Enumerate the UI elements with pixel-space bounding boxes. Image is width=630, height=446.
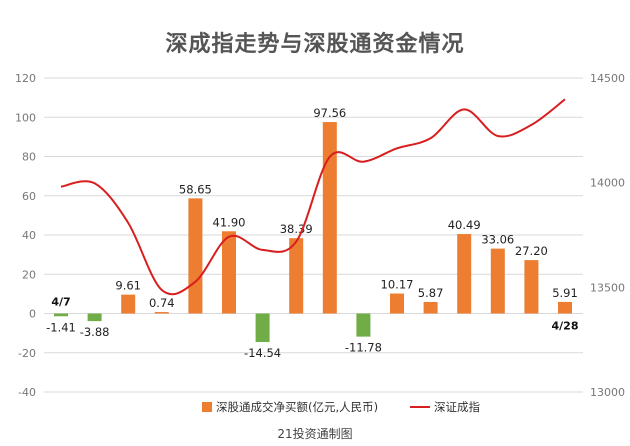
data-label: -1.41 (46, 320, 76, 334)
first-date-label: 4/7 (51, 296, 70, 309)
bar (222, 231, 236, 314)
left-axis-tick: 40 (22, 229, 36, 242)
left-axis-tick: -20 (18, 347, 36, 360)
bar (558, 301, 572, 314)
bar (423, 301, 438, 314)
bar (524, 260, 539, 314)
right-axis-tick: 13000 (590, 386, 625, 399)
legend-bar-label: 深股通成交净买额(亿元,人民币) (216, 400, 378, 414)
bar (121, 294, 136, 314)
legend-line-label: 深证成指 (434, 400, 480, 414)
chart-footer: 21投资通制图 (277, 427, 353, 441)
left-axis-tick: 80 (22, 151, 36, 164)
bar (289, 238, 304, 314)
data-label: 58.65 (179, 182, 212, 196)
data-label: 27.20 (515, 244, 548, 258)
data-label: 5.91 (552, 286, 578, 300)
right-axis-tick: 14500 (590, 72, 625, 85)
bar (490, 248, 505, 314)
right-axis-tick: 14000 (590, 177, 625, 190)
data-label: 9.61 (115, 279, 141, 293)
bar (188, 198, 203, 314)
data-label: 5.87 (418, 286, 444, 300)
last-date-label: 4/28 (552, 320, 579, 333)
data-label: 97.56 (313, 106, 346, 120)
data-label: 33.06 (481, 233, 514, 247)
data-label: 38.39 (280, 222, 313, 236)
bar (255, 313, 270, 343)
left-axis-tick: -40 (18, 386, 36, 399)
data-label: -11.78 (345, 341, 382, 355)
bar (356, 313, 371, 337)
chart-title: 深成指走势与深股通资金情况 (165, 32, 465, 57)
bar (457, 234, 472, 314)
bar (390, 293, 404, 314)
legend-bar-swatch (202, 402, 212, 412)
bar (154, 312, 169, 314)
left-axis-tick: 120 (15, 72, 36, 85)
left-axis-tick: 60 (22, 190, 36, 203)
data-label: -14.54 (244, 346, 281, 360)
index-line (60, 98, 566, 296)
data-label: 10.17 (381, 278, 414, 292)
left-axis-tick: 0 (29, 308, 36, 321)
right-axis-tick: 13500 (590, 281, 625, 294)
data-label: -3.88 (80, 325, 110, 339)
left-axis-tick: 20 (22, 268, 36, 281)
left-axis-tick: 100 (15, 111, 36, 124)
data-label: 40.49 (448, 218, 481, 232)
bar (322, 122, 337, 314)
data-label: 0.74 (149, 296, 175, 310)
data-label: 41.90 (213, 215, 246, 229)
bar (54, 313, 68, 317)
bar (87, 313, 102, 322)
